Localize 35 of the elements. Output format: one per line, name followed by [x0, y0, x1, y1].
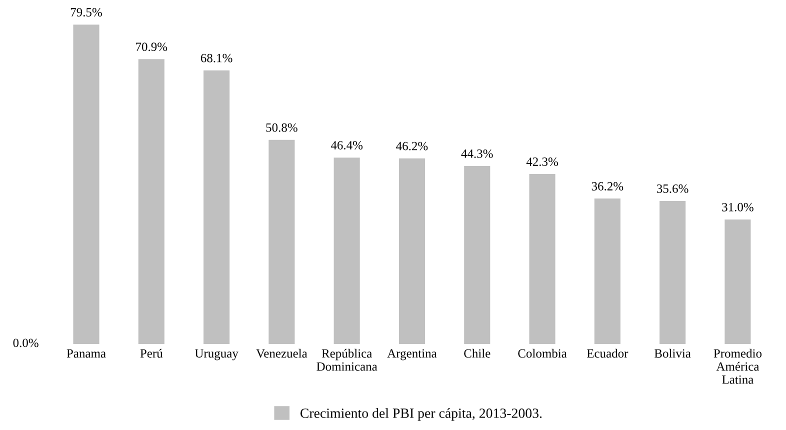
- bar: [660, 200, 686, 344]
- data-label: 50.8%: [266, 123, 298, 132]
- data-label: 79.5%: [70, 8, 102, 17]
- bar: [334, 158, 360, 344]
- text: 0.0%: [13, 338, 38, 348]
- x-tick-label: Ecuador: [586, 348, 628, 358]
- data-label: 31.0%: [722, 202, 754, 212]
- x-tick-label: Colombia: [518, 348, 567, 358]
- legend-label: Crecimiento del PBI per cápita, 2013-2003.: [300, 408, 542, 421]
- bar: [204, 70, 230, 344]
- bar: [529, 174, 556, 344]
- bar: [138, 59, 164, 344]
- data-label: 46.4%: [330, 141, 363, 150]
- data-label: 42.3%: [526, 158, 558, 166]
- x-tick-label: Perú: [140, 348, 163, 358]
- data-label: 35.6%: [657, 184, 688, 193]
- bar: [398, 158, 426, 344]
- x-tick-label: Bolivia: [654, 348, 691, 358]
- data-label: 46.2%: [396, 142, 428, 150]
- bar: [724, 219, 751, 344]
- x-tick-label: Chile: [464, 348, 490, 358]
- bar: [268, 140, 295, 344]
- x-tick-label: Promedio América Latina: [714, 348, 762, 384]
- bar: [464, 166, 490, 344]
- bar: [594, 198, 620, 344]
- data-label: 44.3%: [461, 149, 493, 158]
- x-tick-label: Uruguay: [194, 349, 238, 360]
- bar: [73, 24, 100, 344]
- x-tick-label: Venezuela: [256, 348, 308, 358]
- data-label: 36.2%: [592, 182, 624, 191]
- x-tick-label: República Dominicana: [316, 348, 378, 371]
- data-label: 68.1%: [200, 54, 232, 62]
- x-tick-label: Argentina: [387, 349, 437, 360]
- x-tick-label: Panama: [66, 349, 106, 358]
- data-label: 70.9%: [136, 42, 168, 52]
